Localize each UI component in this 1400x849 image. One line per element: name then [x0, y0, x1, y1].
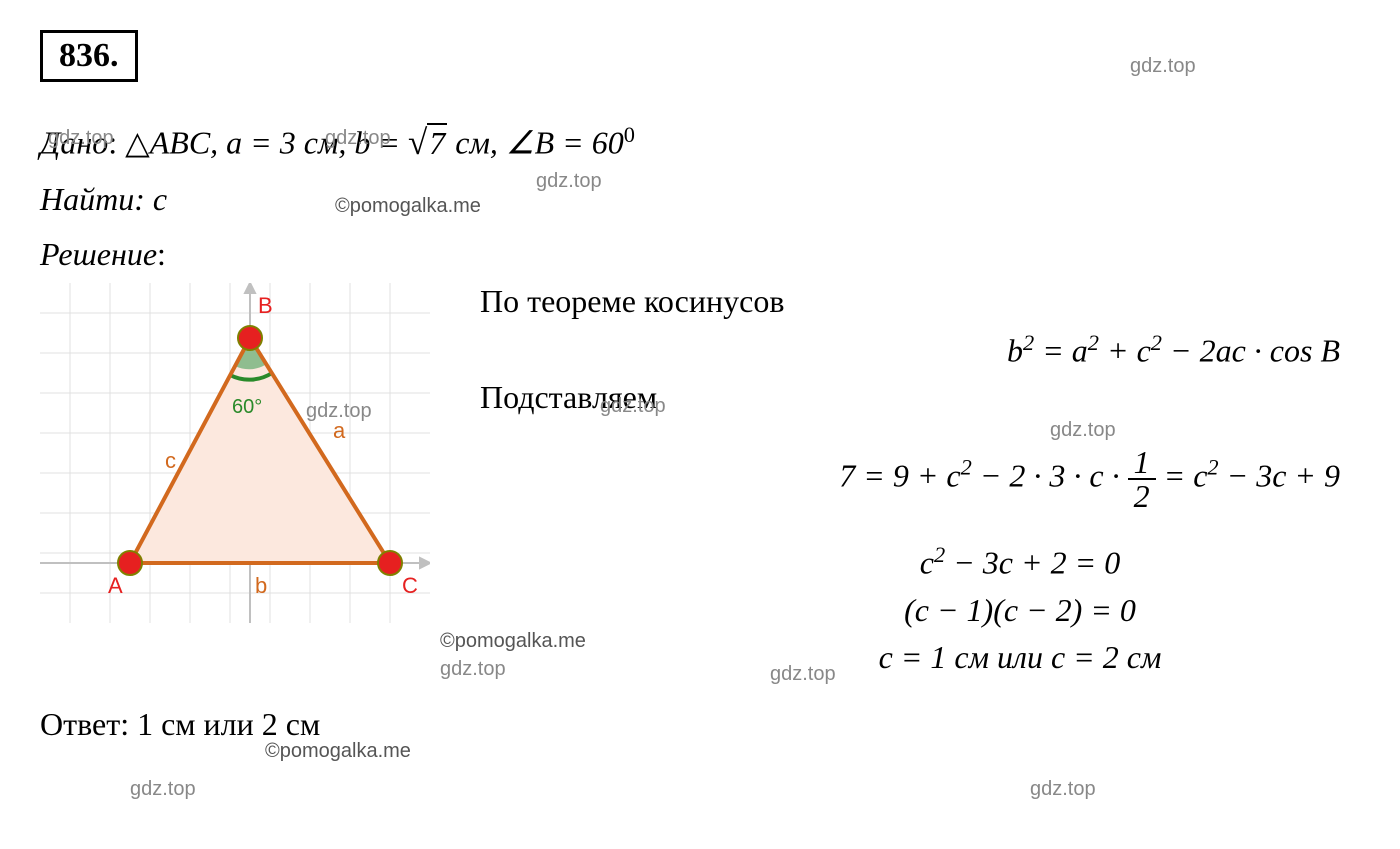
- equation-4: (c − 1)(c − 2) = 0: [480, 592, 1360, 629]
- find-label: Найти: [40, 181, 134, 217]
- label-c: C: [402, 573, 418, 598]
- watermark: gdz.top: [130, 778, 196, 801]
- problem-number: 836.: [40, 30, 138, 82]
- solution-text: Решение: [40, 236, 157, 272]
- label-angle: 60°: [232, 396, 262, 418]
- watermark: gdz.top: [1130, 55, 1196, 78]
- watermark: gdz.top: [48, 127, 114, 150]
- watermark: gdz.top: [306, 400, 372, 423]
- triangle-diagram: A B C c a b 60°: [40, 283, 430, 623]
- label-side-b: b: [255, 573, 267, 598]
- equation-5: c = 1 см или c = 2 см: [480, 639, 1360, 676]
- equation-1: b2 = a2 + c2 − 2ac · cos B: [480, 330, 1360, 370]
- answer-line: Ответ: 1 см или 2 см: [40, 706, 1360, 743]
- answer-content: 1 см или 2 см: [129, 706, 320, 742]
- content-row: A B C c a b 60° По теореме косинусов b2 …: [40, 283, 1360, 686]
- label-a: A: [108, 573, 123, 598]
- given-statement: Дано: △ABC, a = 3 см, b = 7 см, ∠B = 600: [40, 122, 1360, 163]
- watermark: ©pomogalka.me: [265, 740, 411, 763]
- label-side-c: c: [165, 448, 176, 473]
- watermark: gdz.top: [440, 658, 506, 681]
- equation-3: c2 − 3c + 2 = 0: [480, 542, 1360, 582]
- solution-equations: По теореме косинусов b2 = a2 + c2 − 2ac …: [430, 283, 1360, 686]
- given-triangle: ABC: [150, 125, 210, 161]
- watermark: gdz.top: [536, 170, 602, 193]
- given-b-suffix: см, ∠B = 60: [447, 125, 623, 161]
- watermark: gdz.top: [1030, 778, 1096, 801]
- watermark: ©pomogalka.me: [440, 630, 586, 653]
- watermark: gdz.top: [1050, 419, 1116, 442]
- sqrt-7: 7: [408, 123, 447, 163]
- vertex-c: [378, 551, 402, 575]
- solution-colon: :: [157, 236, 166, 272]
- diagram-svg: A B C c a b 60°: [40, 283, 430, 623]
- given-degree: 0: [624, 122, 635, 147]
- vertex-a: [118, 551, 142, 575]
- watermark: gdz.top: [600, 395, 666, 418]
- watermark: gdz.top: [325, 127, 391, 150]
- given-colon: : △: [108, 125, 150, 161]
- vertex-b: [238, 326, 262, 350]
- watermark: gdz.top: [770, 663, 836, 686]
- equation-2: 7 = 9 + c2 − 2 · 3 · c · 12 = c2 − 3c + …: [480, 446, 1360, 512]
- theorem-text: По теореме косинусов: [480, 283, 1360, 320]
- answer-label: Ответ:: [40, 706, 129, 742]
- watermark: ©pomogalka.me: [335, 195, 481, 218]
- find-statement: Найти: c: [40, 181, 1360, 218]
- solution-label: Решение:: [40, 236, 1360, 273]
- label-b: B: [258, 293, 273, 318]
- find-content: : c: [134, 181, 167, 217]
